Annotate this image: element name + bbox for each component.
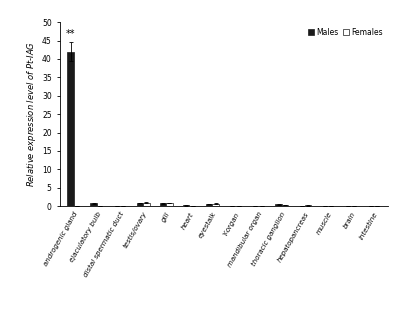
Legend: Males, Females: Males, Females	[307, 26, 384, 38]
Bar	[282, 205, 288, 206]
Bar	[143, 203, 150, 206]
Bar	[137, 203, 143, 206]
Bar	[90, 203, 97, 206]
Bar	[160, 203, 166, 206]
Bar	[183, 205, 189, 206]
Bar	[275, 204, 282, 206]
Bar	[212, 204, 219, 206]
Bar	[67, 52, 74, 206]
Bar	[206, 204, 212, 206]
Bar	[166, 203, 173, 206]
Bar	[305, 205, 311, 206]
Y-axis label: Relative expression level of $\mathit{Pt}$-$\mathit{IAG}$: Relative expression level of $\mathit{Pt…	[25, 41, 38, 187]
Text: **: **	[66, 29, 75, 40]
